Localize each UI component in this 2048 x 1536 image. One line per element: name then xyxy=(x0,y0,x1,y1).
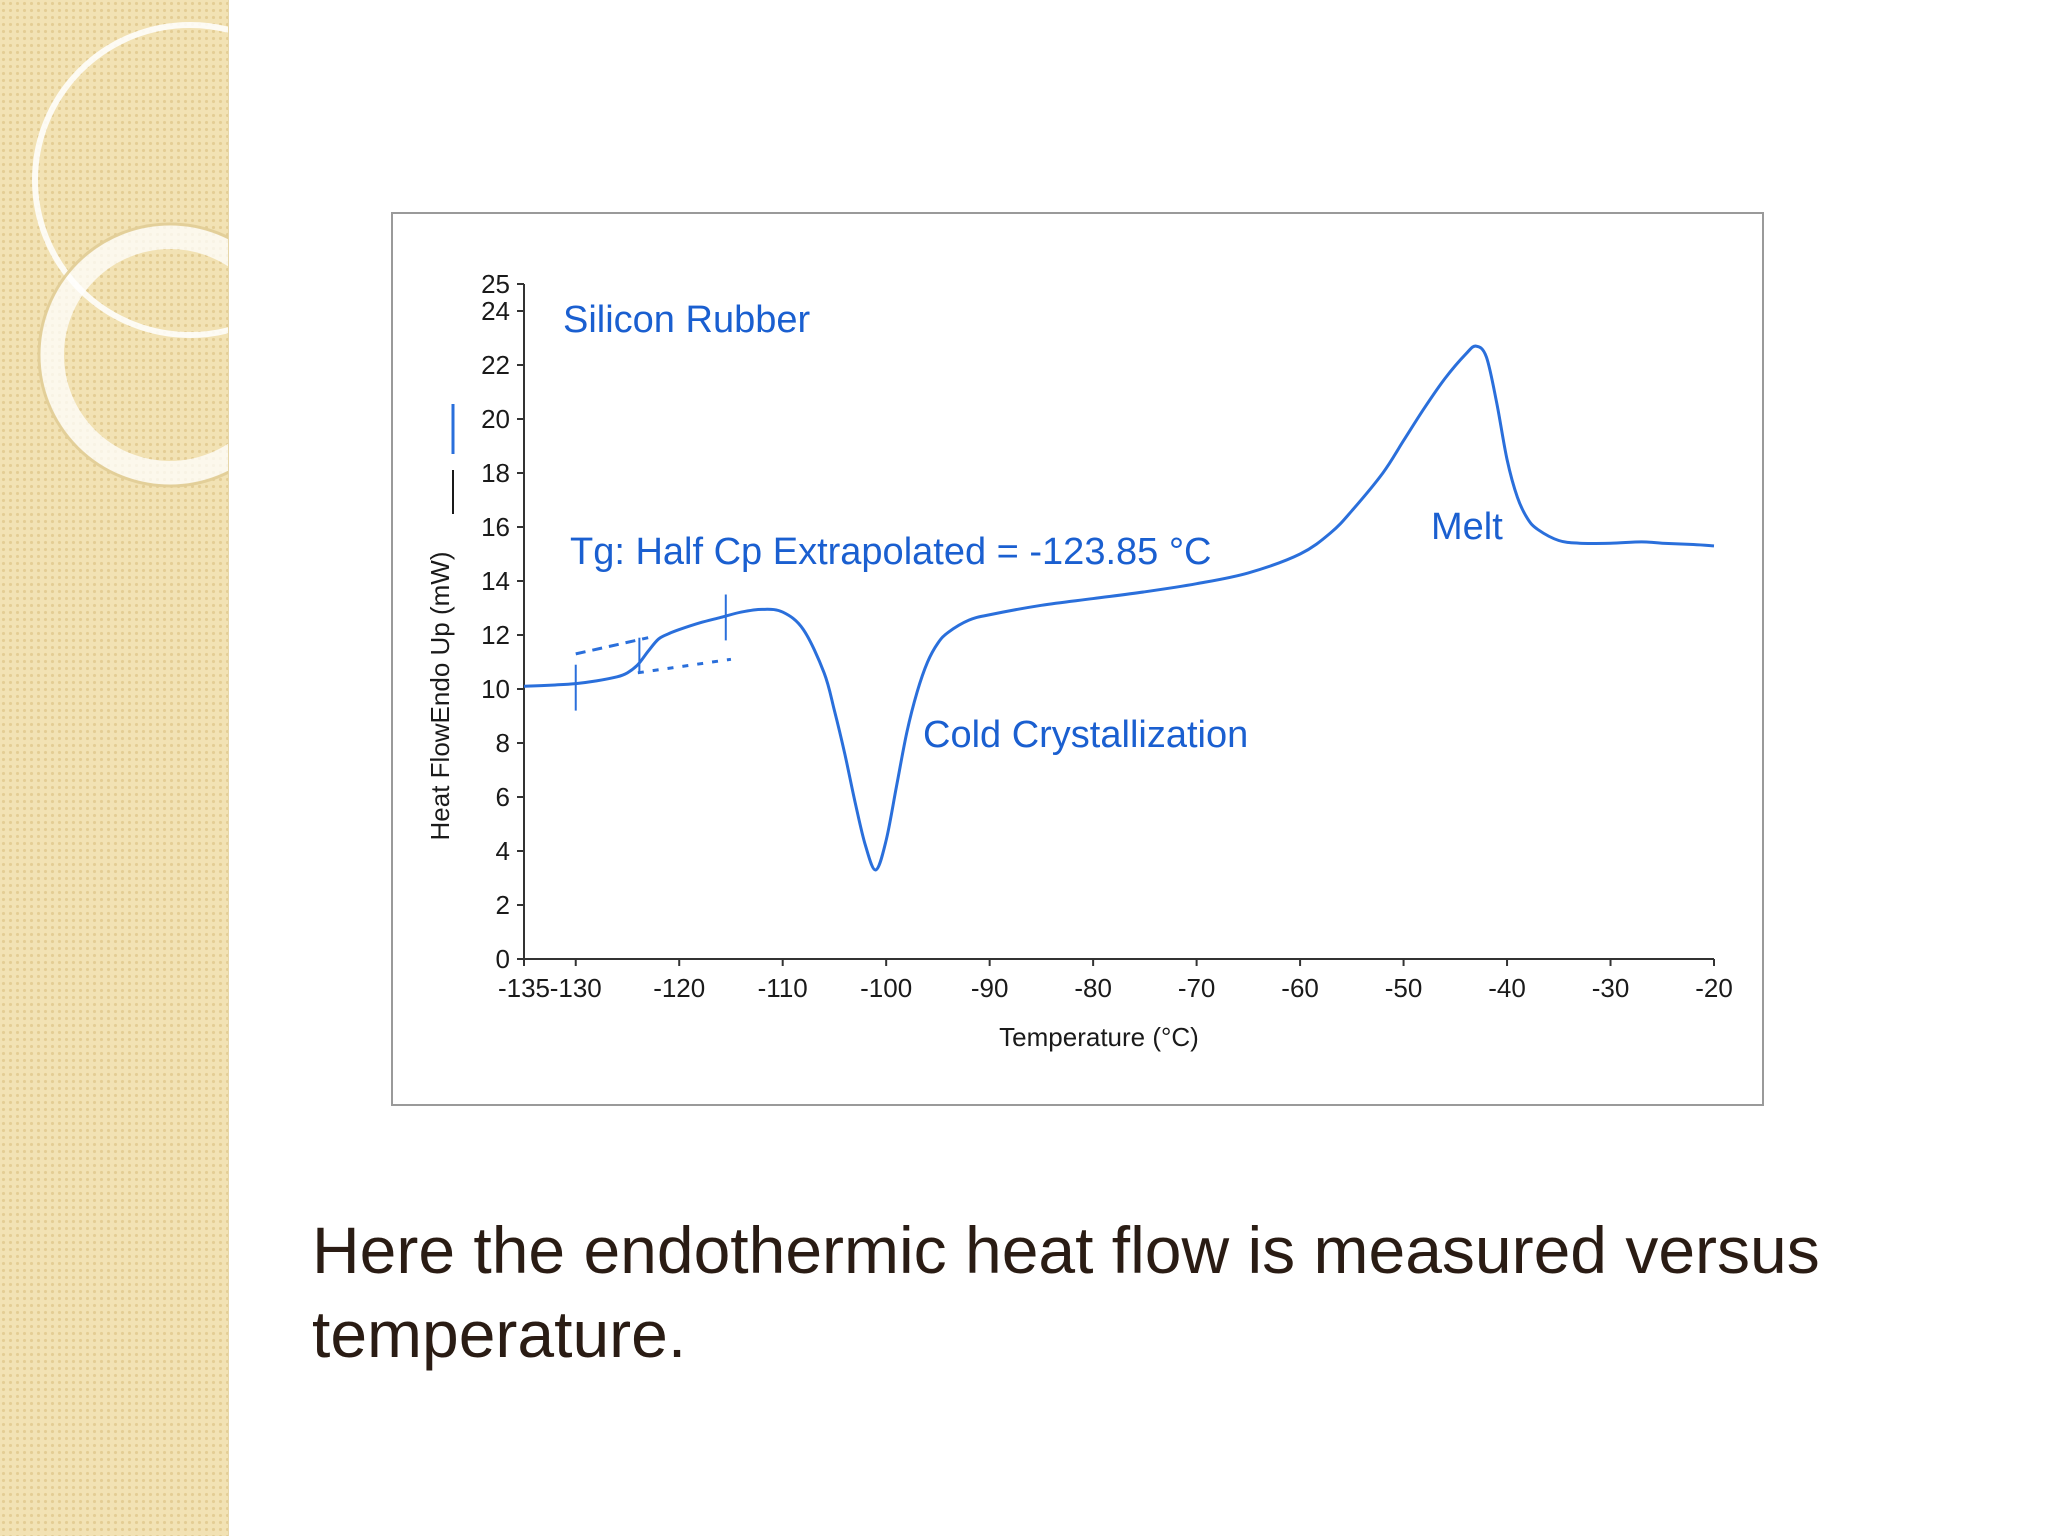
y-tick-label: 24 xyxy=(481,296,510,326)
y-tick-label: 20 xyxy=(481,404,510,434)
y-tick-label: 0 xyxy=(496,944,510,974)
x-tick-label: -110 xyxy=(758,973,808,1003)
y-tick-label: 2 xyxy=(496,890,510,920)
x-tick-label: -90 xyxy=(971,973,1009,1003)
y-tick-label: 12 xyxy=(481,620,510,650)
heat-flow-curve xyxy=(523,344,1715,872)
y-tick-label: 25 xyxy=(481,269,510,299)
y-tick-label: 8 xyxy=(496,728,510,758)
y-tick-label: 22 xyxy=(481,350,510,380)
decorative-sidebar xyxy=(0,0,229,1536)
x-tick-label: -20 xyxy=(1695,973,1733,1003)
y-tick-label: 6 xyxy=(496,782,510,812)
x-tick-label: -120 xyxy=(653,973,705,1003)
y-axis-label: Heat FlowEndo Up (mW) xyxy=(425,552,455,841)
melt-annotation: Melt xyxy=(1431,506,1503,548)
x-tick-label: -30 xyxy=(1592,973,1630,1003)
tg-annotation: Tg: Half Cp Extrapolated = -123.85 °C xyxy=(570,531,1211,573)
x-tick-label: -70 xyxy=(1178,973,1216,1003)
chart-title-annotation: Silicon Rubber xyxy=(563,299,810,341)
y-tick-label: 16 xyxy=(481,512,510,542)
x-tick-label: -130 xyxy=(550,973,602,1003)
x-tick-label: -135 xyxy=(498,973,550,1003)
y-tick-label: 4 xyxy=(496,836,510,866)
slide-caption: Here the endothermic heat flow is measur… xyxy=(312,1213,1820,1371)
x-tick-label: -100 xyxy=(860,973,912,1003)
cold-crystallization-annotation: Cold Crystallization xyxy=(923,714,1248,756)
y-tick-label: 14 xyxy=(481,566,510,596)
y-tick-label: 10 xyxy=(481,674,510,704)
chart-frame: 0 2 4 6 8 10 12 14 16 18 20 22 24 25 -135 -130 -120 -110-… xyxy=(391,212,1764,1106)
chart-axes xyxy=(523,284,1714,960)
x-axis-label: Temperature (°C) xyxy=(999,1022,1199,1052)
tg-lower-baseline xyxy=(637,657,732,675)
x-tick-label: -80 xyxy=(1074,973,1112,1003)
x-tick-label: -40 xyxy=(1488,973,1526,1003)
decorative-rings xyxy=(32,22,228,488)
tg-upper-baseline xyxy=(575,636,649,656)
x-tick-label: -60 xyxy=(1281,973,1319,1003)
x-tick-label: -50 xyxy=(1385,973,1423,1003)
tg-construction-lines xyxy=(574,594,732,711)
y-tick-label: 18 xyxy=(481,458,510,488)
